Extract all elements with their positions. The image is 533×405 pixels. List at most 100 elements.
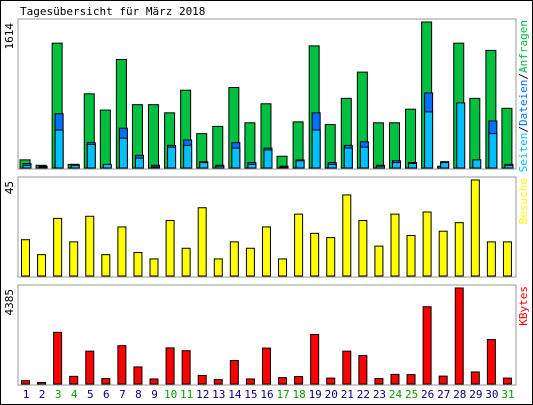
bar-anfragen-day-9 (148, 104, 160, 169)
x-tick-label-day-19: 19 (309, 388, 322, 401)
bar-besuche-day-16 (261, 226, 271, 277)
x-tick-label-day-10: 10 (164, 388, 177, 401)
bar-besuche-day-13 (213, 258, 223, 277)
bars-volume (21, 287, 512, 385)
bar-seiten-day-26 (424, 111, 434, 169)
bar-seiten-day-7 (118, 137, 128, 169)
bar-kbytes-day-22 (358, 355, 368, 385)
x-tick-label-day-24: 24 (389, 388, 403, 401)
bar-kbytes-day-16 (261, 347, 271, 385)
legend-separator: / (517, 73, 530, 80)
bar-kbytes-day-25 (406, 374, 416, 385)
x-tick-label-day-11: 11 (180, 388, 193, 401)
x-tick-label-day-16: 16 (260, 388, 273, 401)
chart-title: Tagesübersicht für März 2018 (20, 5, 205, 18)
bar-seiten-day-4 (70, 164, 80, 169)
bar-besuche-day-22 (358, 220, 368, 277)
bar-besuche-day-29 (470, 179, 480, 277)
bar-kbytes-day-3 (53, 331, 63, 385)
x-tick-label-day-17: 17 (276, 388, 289, 401)
bars-visits (21, 179, 512, 277)
bar-kbytes-day-19 (310, 334, 320, 385)
bar-besuche-day-8 (133, 252, 143, 277)
bar-seiten-day-8 (134, 157, 144, 169)
bar-anfragen-day-20 (324, 124, 336, 169)
bar-besuche-day-9 (149, 258, 159, 277)
x-tick-label-day-14: 14 (228, 388, 242, 401)
x-tick-label-day-9: 9 (151, 388, 158, 401)
bar-seiten-day-11 (183, 144, 193, 169)
bar-besuche-day-12 (197, 207, 207, 277)
x-tick-label-day-13: 13 (212, 388, 225, 401)
bar-kbytes-day-30 (486, 339, 496, 385)
x-tick-label-day-22: 22 (357, 388, 370, 401)
bar-seiten-day-6 (102, 163, 112, 169)
legend-entry-kbytes: KBytes (517, 286, 530, 326)
bar-besuche-day-14 (229, 241, 239, 277)
bar-kbytes-day-4 (69, 375, 79, 385)
legend: Besuche (517, 178, 530, 224)
x-tick-label-day-20: 20 (325, 388, 338, 401)
bar-seiten-day-22 (359, 146, 369, 169)
x-tick-label-day-26: 26 (421, 388, 434, 401)
legend-entry-besuche: Besuche (517, 178, 530, 224)
x-tick-label-day-23: 23 (373, 388, 386, 401)
y-max-label: 45 (3, 181, 16, 194)
bar-seiten-day-18 (295, 160, 305, 169)
bar-kbytes-day-10 (165, 347, 175, 385)
bar-seiten-day-20 (327, 163, 337, 169)
bar-besuche-day-27 (438, 230, 448, 277)
bar-kbytes-day-24 (390, 373, 400, 385)
bar-kbytes-day-27 (438, 375, 448, 385)
bars-requests (19, 21, 514, 169)
bar-kbytes-day-28 (454, 287, 464, 385)
bar-besuche-day-28 (454, 222, 464, 277)
bar-besuche-day-15 (245, 247, 255, 277)
bar-besuche-day-26 (422, 211, 432, 277)
bar-anfragen-day-23 (372, 122, 384, 169)
legend: KBytes (517, 286, 530, 326)
bar-seiten-day-5 (86, 143, 96, 169)
bar-besuche-day-3 (53, 217, 63, 277)
bar-seiten-day-30 (488, 133, 498, 169)
bar-seiten-day-19 (311, 129, 321, 169)
bar-kbytes-day-7 (117, 345, 127, 385)
bar-kbytes-day-31 (502, 377, 512, 385)
bar-besuche-day-23 (374, 245, 384, 277)
x-tick-label-day-31: 31 (501, 388, 514, 401)
bar-kbytes-day-11 (181, 350, 191, 385)
bar-kbytes-day-5 (85, 350, 95, 385)
bar-seiten-day-31 (504, 164, 514, 169)
bar-besuche-day-30 (486, 241, 496, 277)
bar-seiten-day-17 (279, 166, 289, 169)
bar-seiten-day-9 (151, 166, 161, 169)
bar-kbytes-day-9 (149, 378, 159, 385)
bar-besuche-day-4 (69, 241, 79, 277)
bar-seiten-day-2 (38, 166, 48, 169)
bar-besuche-day-25 (406, 234, 416, 277)
bar-kbytes-day-17 (278, 377, 288, 385)
bar-kbytes-day-21 (342, 350, 352, 385)
bar-kbytes-day-29 (470, 371, 480, 385)
x-tick-label-day-21: 21 (341, 388, 354, 401)
bar-seiten-day-16 (263, 149, 273, 169)
bar-seiten-day-12 (199, 162, 209, 169)
bar-kbytes-day-15 (245, 378, 255, 385)
x-tick-label-day-1: 1 (23, 388, 30, 401)
legend-entry-anfragen: Anfragen (517, 20, 530, 73)
bar-kbytes-day-2 (37, 381, 47, 385)
bar-besuche-day-31 (502, 241, 512, 277)
bar-seiten-day-14 (231, 147, 241, 169)
panel-volume: 4385 KBytes (3, 284, 530, 386)
bar-besuche-day-1 (21, 239, 30, 277)
bar-kbytes-day-12 (197, 374, 207, 385)
bar-kbytes-day-8 (133, 366, 143, 385)
bar-besuche-day-6 (101, 254, 111, 277)
bar-anfragen-day-15 (244, 122, 256, 169)
bar-seiten-day-28 (456, 102, 466, 169)
bar-seiten-day-27 (440, 162, 450, 169)
bar-anfragen-day-13 (212, 125, 224, 169)
y-max-label: 1614 (3, 23, 16, 50)
